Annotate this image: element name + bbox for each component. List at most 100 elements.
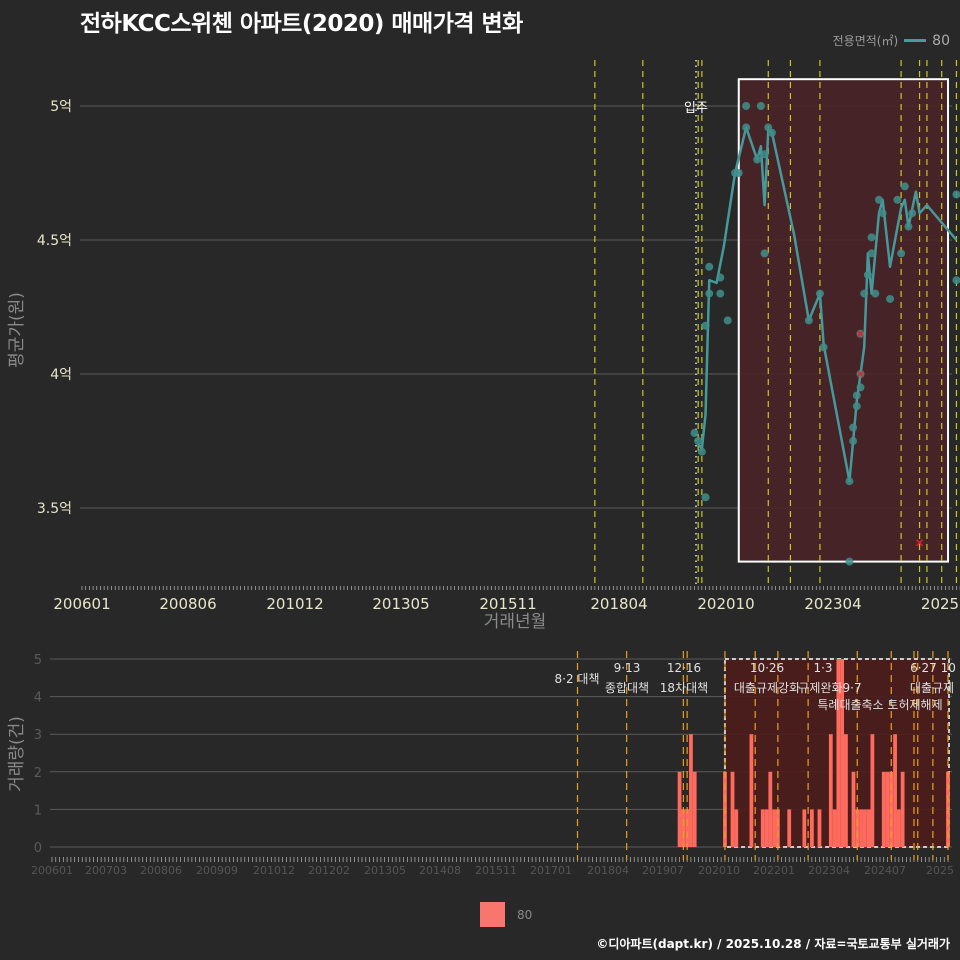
- y-axis-title: 평균가(원): [7, 292, 27, 368]
- y-tick-label: 3.5억: [37, 501, 72, 517]
- x-tick-label: 202304: [804, 595, 861, 613]
- policy-annotation: 종합대책: [605, 680, 649, 695]
- data-point: [716, 290, 724, 298]
- data-point: [871, 290, 879, 298]
- data-point: [893, 196, 901, 204]
- x-tick-label: 201511: [475, 864, 517, 877]
- volume-bar: [693, 772, 697, 847]
- data-point: [698, 448, 706, 456]
- data-point: [952, 190, 960, 198]
- data-point: [853, 402, 861, 410]
- x-tick-label: 201012: [266, 595, 323, 613]
- y-axis-title: 거래량(건): [7, 716, 27, 792]
- data-point: [702, 493, 710, 501]
- policy-annotation: 10·26: [750, 661, 784, 675]
- volume-bar: [852, 772, 856, 847]
- legend-bar: 80: [480, 902, 532, 927]
- data-point: [857, 383, 865, 391]
- data-point: [886, 295, 894, 303]
- data-point: [868, 249, 876, 257]
- data-point: [868, 233, 876, 241]
- data-point: [716, 274, 724, 282]
- data-point: [904, 223, 912, 231]
- data-point: [845, 558, 853, 566]
- data-point: [845, 477, 853, 485]
- x-tick-label: 202407: [864, 864, 906, 877]
- data-point: [742, 123, 750, 131]
- volume-bar: [863, 809, 867, 847]
- x-tick-label: 201701: [530, 864, 572, 877]
- move-in-label: 입주: [684, 101, 708, 116]
- volume-bar: [833, 809, 837, 847]
- data-point: [735, 169, 743, 177]
- y-tick-label: 4억: [50, 367, 72, 383]
- y-tick-label: 0: [34, 841, 42, 856]
- x-tick-label: 201804: [590, 595, 647, 613]
- volume-bar: [870, 734, 874, 847]
- policy-annotation: 1·3: [813, 661, 832, 675]
- x-tick-label: 200806: [159, 595, 216, 613]
- data-point: [908, 209, 916, 217]
- data-point: [849, 437, 857, 445]
- x-tick-label: 200703: [85, 864, 127, 877]
- data-point: [761, 150, 769, 158]
- policy-annotation: 18차대책: [660, 680, 708, 695]
- volume-bar: [844, 734, 848, 847]
- policy-annotation: 대출규제: [910, 681, 954, 695]
- x-tick-label: 201907: [642, 864, 684, 877]
- volume-bar: [776, 809, 780, 847]
- data-point: [757, 102, 765, 110]
- data-point: [879, 209, 887, 217]
- data-point: [864, 271, 872, 279]
- x-tick-label: 201408: [419, 864, 461, 877]
- x-tick-label: 201202: [308, 864, 350, 877]
- volume-bar: [787, 809, 791, 847]
- x-tick-label: 201305: [364, 864, 406, 877]
- data-point: [724, 316, 732, 324]
- policy-annotation: 12·16: [667, 661, 701, 675]
- volume-bar: [681, 809, 685, 847]
- policy-annotation: 규제완화9·7: [798, 681, 861, 695]
- data-point: [897, 249, 905, 257]
- highlight-box: [739, 79, 948, 561]
- volume-bar: [901, 772, 905, 847]
- volume-bar: [882, 772, 886, 847]
- data-point: [705, 290, 713, 298]
- volume-bar: [765, 809, 769, 847]
- legend-bar-swatch: [480, 902, 505, 927]
- data-point: [705, 263, 713, 271]
- x-tick-label: 202010: [698, 864, 740, 877]
- volume-bar: [897, 809, 901, 847]
- y-tick-label: 2: [34, 766, 42, 781]
- data-point: [761, 249, 769, 257]
- volume-bar: [768, 772, 772, 847]
- volume-bar: [772, 809, 776, 847]
- chart-canvas: 5억4.5억4억3.5억2006012008062010122013052015…: [0, 0, 960, 960]
- volume-bar: [685, 809, 689, 847]
- volume-bar: [802, 809, 806, 847]
- volume-bar: [734, 809, 738, 847]
- y-tick-label: 4: [34, 691, 42, 706]
- y-tick-label: 4.5억: [37, 233, 72, 249]
- x-tick-label: 2025: [926, 864, 954, 877]
- volume-bar: [893, 734, 897, 847]
- x-tick-label: 201012: [253, 864, 295, 877]
- x-tick-label: 2025: [921, 595, 959, 613]
- data-point: [849, 424, 857, 432]
- data-point: [690, 429, 698, 437]
- data-point: [853, 391, 861, 399]
- x-tick-label: 201804: [587, 864, 629, 877]
- data-point: [820, 343, 828, 351]
- volume-bar: [761, 809, 765, 847]
- data-point: [952, 276, 960, 284]
- volume-bar: [886, 772, 890, 847]
- x-tick-label: 200601: [53, 595, 110, 613]
- x-tick-label: 202010: [697, 595, 754, 613]
- x-tick-label: 201511: [479, 595, 536, 613]
- volume-bar: [859, 809, 863, 847]
- x-tick-label: 200601: [31, 864, 73, 877]
- policy-annotation: 9·13: [614, 661, 641, 675]
- data-point: [753, 156, 761, 164]
- source-footer: ©디아파트(dapt.kr) / 2025.10.28 / 자료=국토교통부 실…: [596, 935, 950, 952]
- data-point: [901, 182, 909, 190]
